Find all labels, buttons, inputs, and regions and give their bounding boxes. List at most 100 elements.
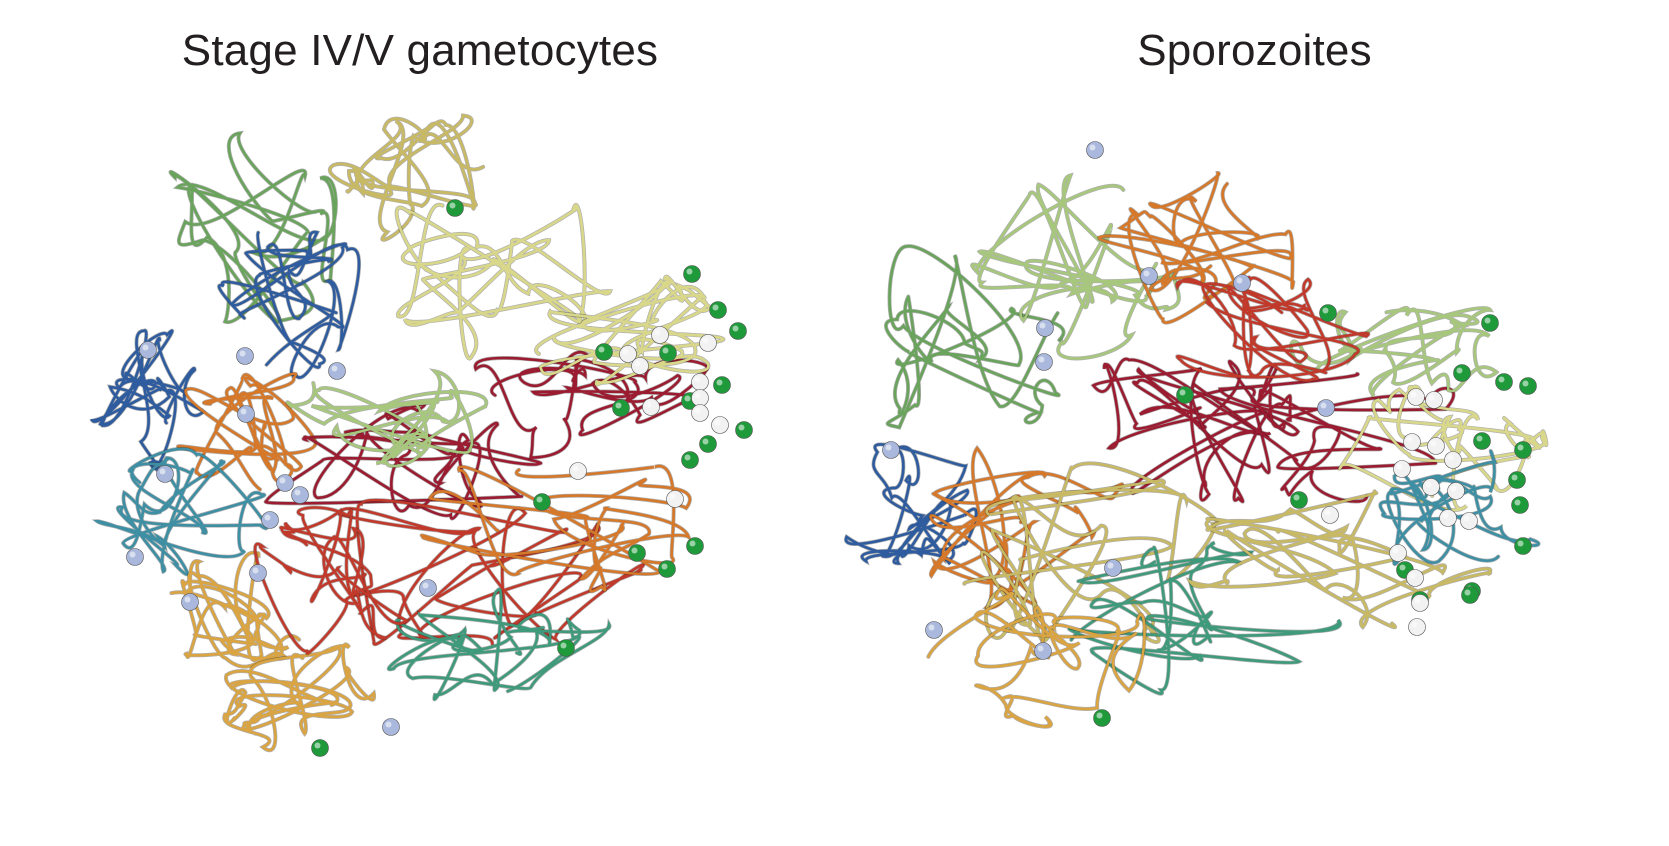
centromere-bead-highlight [185,597,191,603]
telomere-bead-highlight [1499,377,1505,383]
centromere-bead [127,549,144,566]
telomere-bead-white-highlight [623,349,629,355]
centromere-bead [1234,275,1251,292]
centromere-bead-highlight [886,445,892,451]
chromosome-fiber [964,463,1217,642]
centromere-bead [277,475,294,492]
telomere-bead [1094,710,1111,727]
telomere-bead-white [1394,461,1411,478]
chromosome-fiber [224,644,374,750]
telomere-bead [710,302,727,319]
telomere-bead-white [1448,483,1465,500]
telomere-bead-white [652,327,669,344]
telomere-bead [1177,387,1194,404]
telomere-bead-highlight [685,396,691,402]
telomere-bead-highlight [1485,318,1491,324]
telomere-bead-highlight [1477,436,1483,442]
telomere-bead [629,545,646,562]
telomere-bead-white [1426,392,1443,409]
centromere-bead-highlight [295,490,301,496]
centromere-bead [1037,320,1054,337]
telomere-bead-white-highlight [1410,573,1416,579]
telomere-bead-white-highlight [1448,455,1454,461]
telomere-bead-white-highlight [715,420,721,426]
chromosome-fiber-shadow [397,205,611,359]
telomere-bead [1515,538,1532,555]
centromere-bead-highlight [1108,563,1114,569]
telomere-bead [1509,472,1526,489]
centromere-bead [1318,400,1335,417]
telomere-bead-highlight [685,455,691,461]
telomere-bead-highlight [1515,500,1521,506]
centromere-bead [926,622,943,639]
telomere-bead-white-highlight [1451,486,1457,492]
centromere-bead-highlight [143,345,149,351]
telomere-bead-white-highlight [1429,395,1435,401]
centromere-bead [383,719,400,736]
telomere-bead-white-highlight [646,402,652,408]
telomere-bead-white [1423,479,1440,496]
centromere-bead [329,363,346,380]
telomere-bead-white-highlight [1431,441,1437,447]
telomere-bead-white [1407,570,1424,587]
centromere-bead-highlight [265,515,271,521]
centromere-bead [237,348,254,365]
telomere-bead-white [692,374,709,391]
centromere-bead-highlight [1237,278,1243,284]
centromere-bead-highlight [386,722,392,728]
telomere-bead-white-highlight [1426,482,1432,488]
centromere-bead [1141,268,1158,285]
telomere-bead-white-highlight [573,466,579,472]
telomere-bead-white [700,335,717,352]
telomere-bead [687,538,704,555]
telomere-bead-highlight [450,203,456,209]
centromere-bead-highlight [160,469,166,475]
panel-gametocytes: Stage IV/V gametocytes [0,0,840,846]
centromere-bead-highlight [929,625,935,631]
telomere-bead [714,377,731,394]
chromosome-fiber [972,175,1179,358]
telomere-bead-white [1428,438,1445,455]
telomere-bead-highlight [561,643,567,649]
centromere-bead-highlight [130,552,136,558]
telomere-bead-white-highlight [1407,437,1413,443]
telomere-bead-highlight [1323,308,1329,314]
centromere-bead [1036,354,1053,371]
centromere-bead [1087,142,1104,159]
centromere-bead-highlight [1039,357,1045,363]
telomere-bead-white-highlight [695,377,701,383]
telomere-bead-white-highlight [670,494,676,500]
centromere-bead [140,342,157,359]
telomere-bead [1454,365,1471,382]
telomere-bead-white-highlight [703,338,709,344]
chromosome-structure-gametocytes [0,0,840,846]
chromosome-fiber [397,205,611,359]
telomere-bead [684,266,701,283]
telomere-bead-highlight [1465,590,1471,596]
centromere-bead [182,594,199,611]
telomere-bead-highlight [616,403,622,409]
telomere-bead-white [667,491,684,508]
telomere-bead-white [643,399,660,416]
telomere-bead-highlight [733,326,739,332]
telomere-bead-highlight [687,269,693,275]
centromere-bead [262,512,279,529]
telomere-bead [1512,497,1529,514]
telomere-bead-white-highlight [1393,548,1399,554]
centromere-bead-highlight [240,351,246,357]
telomere-bead [534,494,551,511]
telomere-bead-white-highlight [695,408,701,414]
centromere-bead [250,565,267,582]
telomere-bead-white-highlight [655,330,661,336]
telomere-bead-highlight [739,425,745,431]
telomere-bead-white-highlight [1397,464,1403,470]
centromere-bead [1035,643,1052,660]
telomere-bead-white [692,405,709,422]
telomere-bead-white-highlight [1411,392,1417,398]
telomere-bead-white [1412,595,1429,612]
centromere-bead [292,487,309,504]
telomere-bead [1320,305,1337,322]
telomere-bead-highlight [599,347,605,353]
telomere-bead [1291,492,1308,509]
telomere-bead [659,561,676,578]
